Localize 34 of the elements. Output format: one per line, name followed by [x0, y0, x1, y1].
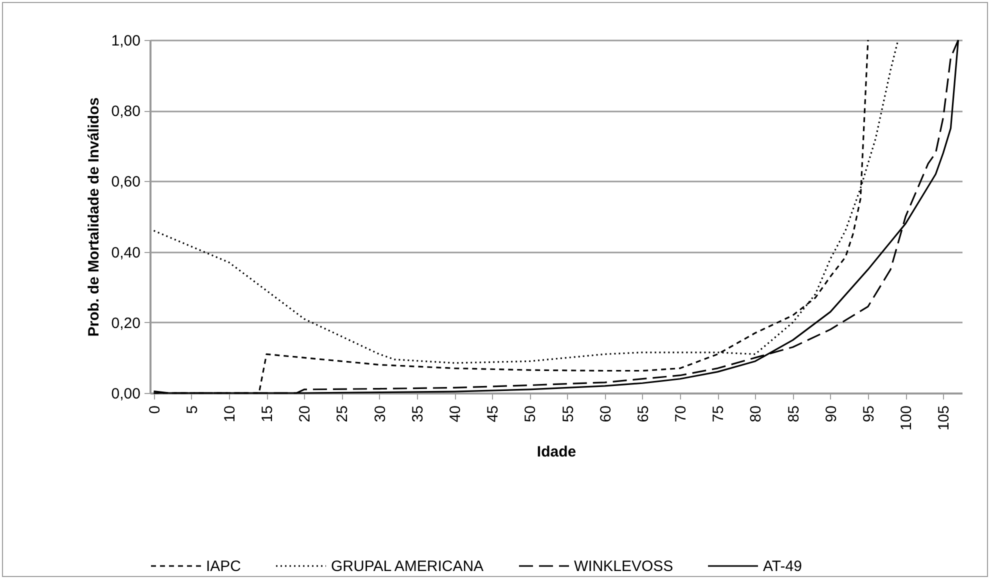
y-tick-label: 0,60: [111, 174, 140, 191]
x-tick-label: 25: [334, 406, 352, 422]
x-tick-label: 20: [296, 406, 314, 422]
x-tick-label: 80: [748, 406, 765, 422]
x-tick-label: 45: [484, 406, 502, 422]
legend-label: AT-49: [763, 558, 802, 575]
x-tick-label: 35: [409, 406, 426, 422]
legend-label: IAPC: [206, 558, 242, 575]
x-tick-label: 55: [560, 406, 577, 422]
x-tick-label: 65: [634, 406, 652, 422]
x-tick-label: 5: [184, 406, 201, 414]
y-tick-label: 1,00: [111, 32, 140, 50]
x-tick-label: 40: [447, 406, 464, 422]
x-tick-label: 105: [936, 406, 953, 431]
x-axis-title: Idade: [536, 444, 576, 461]
x-tick-label: 50: [522, 406, 540, 422]
x-tick-label: 100: [898, 406, 916, 431]
x-tick-label: 75: [710, 406, 728, 422]
x-tick-label: 30: [372, 406, 389, 422]
x-tick-label: 60: [597, 406, 614, 422]
y-tick-label: 0,40: [111, 244, 140, 262]
x-tick-label: 95: [860, 406, 878, 422]
y-tick-label: 0,80: [111, 103, 140, 120]
y-tick-label: 0,00: [111, 386, 140, 402]
legend-label: WINKLEVOSS: [574, 558, 674, 575]
x-tick-label: 85: [785, 406, 802, 422]
legend-label: GRUPAL AMERICANA: [331, 558, 484, 575]
x-tick-label: 10: [221, 406, 238, 422]
y-axis-title: Prob. de Mortalidade de Inválidos: [85, 97, 102, 337]
x-tick-label: 90: [822, 406, 840, 422]
y-tick-label: 0,20: [111, 314, 140, 332]
x-tick-label: 15: [259, 406, 276, 422]
x-tick-label: 70: [672, 406, 690, 422]
x-tick-label: 0: [146, 406, 164, 414]
